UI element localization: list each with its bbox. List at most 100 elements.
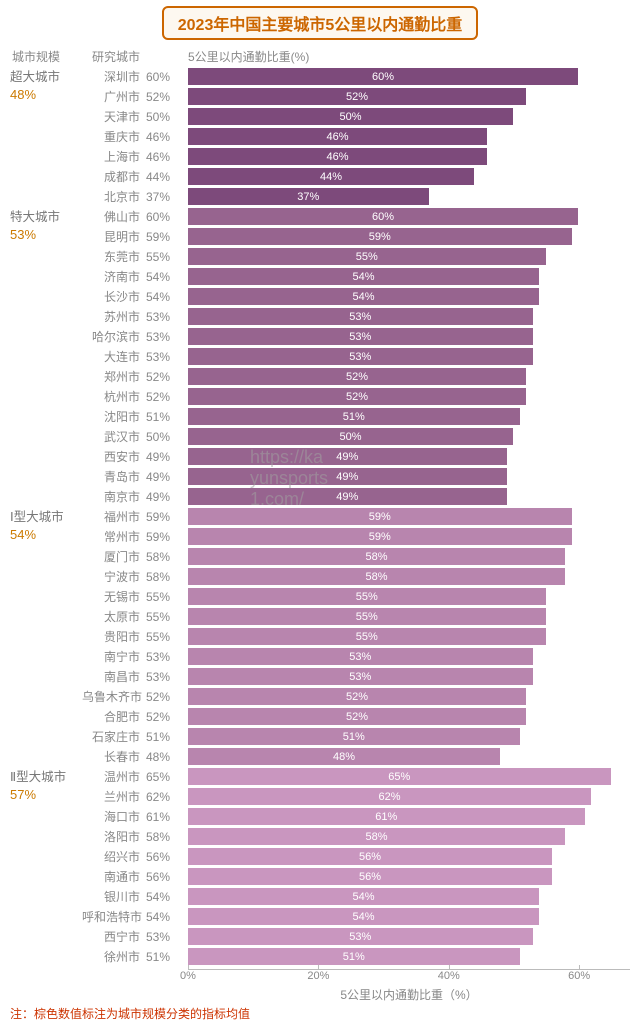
city-row: 重庆市46%46% xyxy=(82,127,630,146)
city-row: 北京市37%37% xyxy=(82,187,630,206)
city-name: 大连市 xyxy=(82,348,146,365)
axis-tick: 0% xyxy=(180,970,196,982)
city-name: 温州市 xyxy=(82,768,146,785)
city-percent: 52% xyxy=(146,710,188,724)
city-group: Ⅰ型大城市54%福州市59%59%常州市59%59%厦门市58%58%宁波市58… xyxy=(10,507,630,767)
city-row: 东莞市55%55% xyxy=(82,247,630,266)
group-rows: 深圳市60%60%广州市52%52%天津市50%50%重庆市46%46%上海市4… xyxy=(82,67,630,207)
city-name: 银川市 xyxy=(82,888,146,905)
city-row: 厦门市58%58% xyxy=(82,547,630,566)
city-name: 佛山市 xyxy=(82,208,146,225)
bar-value-label: 49% xyxy=(336,491,358,503)
bar-fill: 61% xyxy=(188,808,585,825)
bar-track: 51% xyxy=(188,948,630,965)
bar-fill: 53% xyxy=(188,308,533,325)
bar-fill: 48% xyxy=(188,748,500,765)
city-name: 厦门市 xyxy=(82,548,146,565)
city-row: 石家庄市51%51% xyxy=(82,727,630,746)
city-percent: 58% xyxy=(146,550,188,564)
city-group: 超大城市48%深圳市60%60%广州市52%52%天津市50%50%重庆市46%… xyxy=(10,67,630,207)
bar-fill: 62% xyxy=(188,788,591,805)
city-row: 呼和浩特市54%54% xyxy=(82,907,630,926)
bar-value-label: 52% xyxy=(346,371,368,383)
city-name: 哈尔滨市 xyxy=(82,328,146,345)
city-name: 深圳市 xyxy=(82,68,146,85)
group-rows: 温州市65%65%兰州市62%62%海口市61%61%洛阳市58%58%绍兴市5… xyxy=(82,767,630,967)
city-row: 杭州市52%52% xyxy=(82,387,630,406)
bar-track: 61% xyxy=(188,808,630,825)
city-row: 太原市55%55% xyxy=(82,607,630,626)
city-name: 福州市 xyxy=(82,508,146,525)
scale-average: 57% xyxy=(10,786,82,804)
bar-track: 58% xyxy=(188,828,630,845)
city-row: 佛山市60%60% xyxy=(82,207,630,226)
city-name: 绍兴市 xyxy=(82,848,146,865)
city-row: 西安市49%49% xyxy=(82,447,630,466)
bar-track: 53% xyxy=(188,648,630,665)
city-percent: 49% xyxy=(146,470,188,484)
bar-value-label: 46% xyxy=(326,151,348,163)
bar-value-label: 53% xyxy=(349,931,371,943)
bar-track: 54% xyxy=(188,288,630,305)
city-name: 太原市 xyxy=(82,608,146,625)
city-row: 长春市48%48% xyxy=(82,747,630,766)
bar-fill: 49% xyxy=(188,488,507,505)
city-percent: 62% xyxy=(146,790,188,804)
city-row: 大连市53%53% xyxy=(82,347,630,366)
bar-track: 55% xyxy=(188,608,630,625)
city-percent: 54% xyxy=(146,890,188,904)
city-percent: 59% xyxy=(146,530,188,544)
bar-fill: 56% xyxy=(188,868,552,885)
bar-fill: 53% xyxy=(188,668,533,685)
city-name: 杭州市 xyxy=(82,388,146,405)
header-city: 研究城市 xyxy=(82,48,146,65)
city-row: 洛阳市58%58% xyxy=(82,827,630,846)
city-name: 长沙市 xyxy=(82,288,146,305)
bar-value-label: 51% xyxy=(343,951,365,963)
bar-fill: 49% xyxy=(188,468,507,485)
city-percent: 49% xyxy=(146,490,188,504)
bar-track: 52% xyxy=(188,688,630,705)
city-row: 常州市59%59% xyxy=(82,527,630,546)
bar-fill: 50% xyxy=(188,108,513,125)
bar-track: 59% xyxy=(188,228,630,245)
bar-track: 58% xyxy=(188,568,630,585)
city-name: 长春市 xyxy=(82,748,146,765)
bar-track: 59% xyxy=(188,508,630,525)
bar-value-label: 48% xyxy=(333,751,355,763)
city-name: 洛阳市 xyxy=(82,828,146,845)
city-percent: 51% xyxy=(146,950,188,964)
bar-track: 50% xyxy=(188,108,630,125)
group-label: Ⅰ型大城市54% xyxy=(10,507,82,767)
bar-fill: 52% xyxy=(188,688,526,705)
bar-track: 62% xyxy=(188,788,630,805)
bar-track: 37% xyxy=(188,188,630,205)
city-name: 南通市 xyxy=(82,868,146,885)
bar-track: 50% xyxy=(188,428,630,445)
chart-title-box: 2023年中国主要城市5公里以内通勤比重 xyxy=(162,6,479,40)
city-percent: 52% xyxy=(146,390,188,404)
bar-track: 53% xyxy=(188,928,630,945)
city-percent: 60% xyxy=(146,70,188,84)
bar-fill: 55% xyxy=(188,628,546,645)
city-name: 南昌市 xyxy=(82,668,146,685)
bar-fill: 49% xyxy=(188,448,507,465)
bar-fill: 58% xyxy=(188,828,565,845)
bar-track: 52% xyxy=(188,708,630,725)
bar-fill: 46% xyxy=(188,128,487,145)
bar-value-label: 59% xyxy=(369,231,391,243)
city-name: 合肥市 xyxy=(82,708,146,725)
bar-value-label: 51% xyxy=(343,411,365,423)
bar-value-label: 52% xyxy=(346,91,368,103)
city-percent: 60% xyxy=(146,210,188,224)
city-row: 天津市50%50% xyxy=(82,107,630,126)
header-metric: 5公里以内通勤比重(%) xyxy=(188,48,630,65)
city-name: 青岛市 xyxy=(82,468,146,485)
bar-value-label: 54% xyxy=(352,891,374,903)
city-percent: 55% xyxy=(146,590,188,604)
city-row: 南宁市53%53% xyxy=(82,647,630,666)
bar-fill: 53% xyxy=(188,928,533,945)
bar-fill: 55% xyxy=(188,608,546,625)
bar-value-label: 44% xyxy=(320,171,342,183)
bar-fill: 60% xyxy=(188,208,578,225)
